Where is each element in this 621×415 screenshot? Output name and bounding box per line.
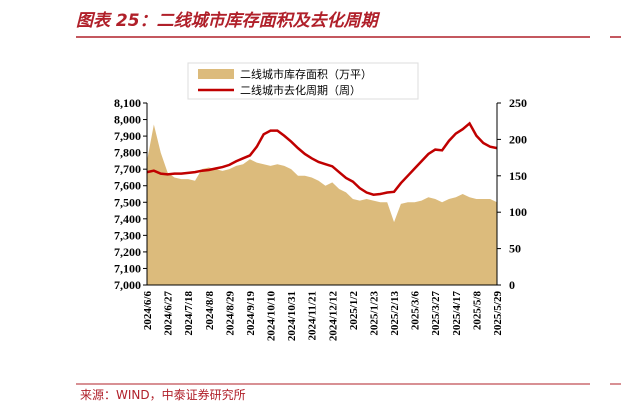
y-tick-label: 7,700 bbox=[114, 162, 141, 176]
y2-tick-label: 200 bbox=[509, 132, 527, 146]
x-tick-label: 2024/8/8 bbox=[204, 291, 216, 331]
y-tick-label: 7,500 bbox=[114, 195, 141, 209]
legend-label: 二线城市去化周期（周） bbox=[240, 83, 361, 97]
x-tick-label: 2025/3/27 bbox=[430, 291, 442, 336]
x-tick-label: 2025/2/13 bbox=[389, 291, 401, 336]
x-tick-label: 2025/1/2 bbox=[348, 291, 360, 331]
area bbox=[147, 124, 497, 285]
chart-title: 图表 25：二线城市库存面积及去化周期 bbox=[76, 11, 381, 31]
x-tick-label: 2024/9/19 bbox=[245, 291, 257, 336]
y-tick-label: 7,000 bbox=[114, 278, 141, 292]
y2-tick-label: 150 bbox=[509, 169, 527, 183]
x-tick-label: 2024/10/10 bbox=[266, 291, 278, 342]
source: 来源：WIND，中泰证券研究所 bbox=[80, 387, 246, 402]
y-tick-label: 7,300 bbox=[114, 228, 141, 242]
y-tick-label: 7,200 bbox=[114, 245, 141, 259]
y2-tick-label: 50 bbox=[509, 242, 521, 256]
y2-tick-label: 100 bbox=[509, 205, 527, 219]
x-tick-label: 2025/1/23 bbox=[368, 291, 380, 336]
x-tick-label: 2025/5/8 bbox=[471, 291, 483, 331]
x-tick-label: 2024/11/21 bbox=[307, 291, 319, 341]
x-tick-label: 2025/4/17 bbox=[451, 291, 463, 336]
y2-tick-label: 250 bbox=[509, 96, 527, 110]
x-tick-label: 2024/12/12 bbox=[327, 291, 339, 342]
y-tick-label: 7,600 bbox=[114, 179, 141, 193]
line bbox=[146, 121, 498, 196]
x-tick-label: 2024/10/31 bbox=[286, 291, 298, 341]
y-tick-label: 7,400 bbox=[114, 212, 141, 226]
legend-label: 二线城市库存面积（万平） bbox=[240, 67, 372, 81]
y-tick-label: 8,000 bbox=[114, 113, 141, 127]
y-tick-label: 7,100 bbox=[114, 261, 141, 275]
x-tick-label: 2025/3/6 bbox=[410, 291, 422, 331]
x-tick-label: 2025/5/29 bbox=[492, 291, 504, 336]
x-tick-label: 2024/6/27 bbox=[163, 291, 175, 336]
x-tick-label: 2024/8/29 bbox=[224, 291, 236, 336]
legend-swatch bbox=[198, 69, 234, 79]
x-tick-label: 2024/7/18 bbox=[183, 291, 195, 336]
x-tick-label: 2024/6/6 bbox=[142, 291, 154, 331]
y-tick-label: 7,800 bbox=[114, 146, 141, 160]
y2-tick-label: 0 bbox=[509, 278, 515, 292]
y-tick-label: 7,900 bbox=[114, 129, 141, 143]
y-tick-label: 8,100 bbox=[114, 96, 141, 110]
